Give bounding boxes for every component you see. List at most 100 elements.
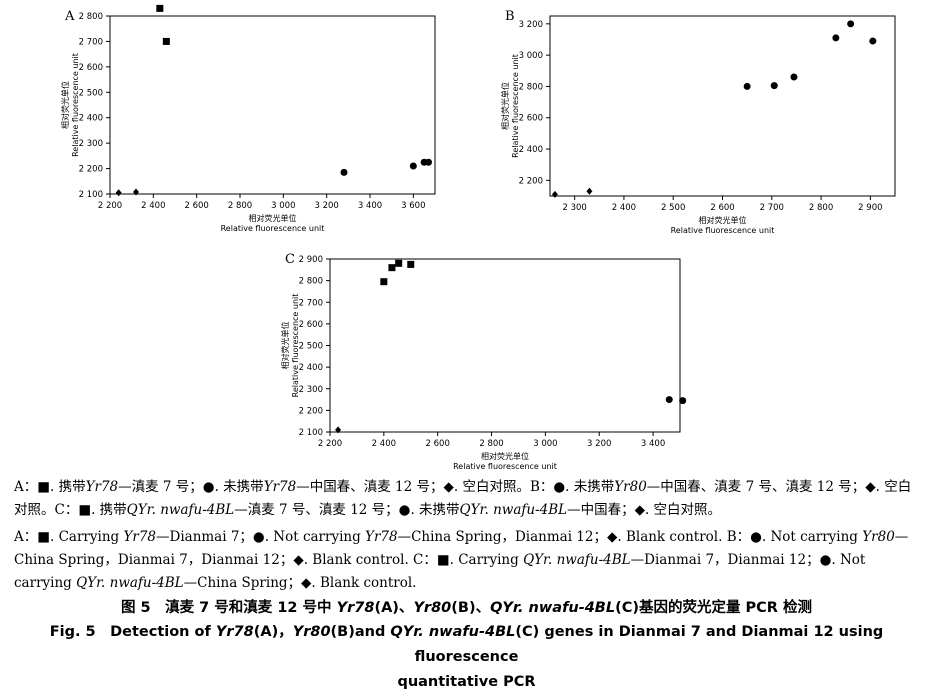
y-tick-label: 2 100 (79, 190, 103, 200)
gene-name: Yr78 (263, 479, 297, 495)
figure-caption: A：■. 携带Yr78—滇麦 7 号；●. 未携带Yr78—中国春、滇麦 12 … (0, 476, 933, 695)
x-tick-label: 2 400 (612, 203, 636, 213)
x-tick-label: 2 800 (228, 201, 252, 211)
title-text: (A)、 (374, 600, 414, 616)
title-text: quantitative PCR (397, 674, 536, 690)
gene-name: Yr78 (215, 624, 254, 640)
y-tick-label: 2 600 (299, 320, 323, 330)
y-tick-label: 3 000 (519, 51, 543, 61)
y-tick-label: 2 800 (519, 82, 543, 92)
data-point-circle (425, 158, 432, 166)
x-tick-label: 2 300 (562, 203, 586, 213)
scatter-chart-b: B 2 300 2 400 2 500 2 600 2 700 2 800 2 900 2 20… (500, 9, 896, 235)
data-point-circle (869, 37, 877, 45)
x-tick-label: 3 400 (358, 201, 382, 211)
data-point-square (380, 278, 388, 286)
caption-text: —中国春、滇麦 7 号、滇麦 12 号；◆. 空白对照。C：■. 携带 (14, 479, 912, 518)
panel-label: B (505, 9, 515, 24)
x-tick-label: 3 600 (401, 201, 425, 211)
data-point-diamond (335, 426, 342, 434)
y-tick-label: 2 300 (79, 139, 103, 149)
data-point-circle (832, 34, 840, 42)
caption-text: —Dianmai 7；●. Not carrying (156, 529, 366, 545)
y-tick-label: 2 600 (519, 114, 543, 124)
y-tick-label: 2 400 (299, 363, 323, 373)
gene-name: Yr78 (85, 479, 119, 495)
data-point-circle (743, 82, 751, 90)
title-text: (C) genes in Dianmai 7 and Dianmai 12 us… (414, 624, 884, 665)
y-axis-label-en: Relative fluorescence unit (291, 294, 300, 398)
caption-text: —滇麦 7 号、滇麦 12 号；●. 未携带 (234, 502, 460, 518)
data-point-circle (409, 162, 417, 170)
y-tick-label: 2 700 (79, 37, 103, 47)
data-point-diamond (551, 190, 558, 198)
gene-name: Yr80 (614, 479, 647, 495)
gene-name: QYr. nwafu-4BL (390, 624, 516, 640)
x-tick-label: 2 200 (98, 201, 122, 211)
title-text: (C)基因的荧光定量 PCR 检测 (615, 600, 813, 616)
y-axis-label-en: Relative fluorescence unit (511, 54, 520, 158)
x-axis-label-cn: 相对荧光单位 (699, 215, 747, 225)
figure-title-cn: 图 5 滇麦 7 号和滇麦 12 号中 Yr78(A)、Yr80(B)、QYr.… (0, 597, 933, 620)
data-point-circle (790, 73, 798, 81)
data-point-circle (665, 396, 673, 404)
y-tick-label: 2 800 (79, 12, 103, 22)
x-tick-label: 2 600 (710, 203, 734, 213)
y-tick-label: 2 500 (79, 88, 103, 98)
x-tick-label: 3 200 (314, 201, 338, 211)
data-point-square (156, 4, 164, 12)
gene-name: QYr. nwafu-4BL (459, 502, 568, 518)
x-tick-label: 3 200 (587, 439, 611, 449)
y-axis-label-en: Relative fluorescence unit (71, 53, 80, 157)
gene-name: Yr78 (365, 529, 398, 545)
x-tick-label: 2 400 (372, 439, 396, 449)
x-axis-label-cn: 相对荧光单位 (481, 451, 529, 461)
data-point-circle (340, 168, 348, 176)
title-text: (B)and (330, 624, 391, 640)
panel-label: C (285, 252, 295, 267)
caption-text: —China Spring；◆. Blank control. (183, 575, 417, 591)
gene-name: QYr. nwafu-4BL (126, 502, 235, 518)
figure-title-en: Fig. 5 Detection of Yr78(A)，Yr80(B)and Q… (0, 620, 933, 695)
x-axis-label-en: Relative fluorescence unit (453, 462, 557, 471)
gene-name: Yr80 (413, 600, 452, 616)
x-tick-label: 3 000 (271, 201, 295, 211)
data-point-square (162, 37, 170, 45)
x-tick-label: 2 600 (426, 439, 450, 449)
gene-name: Yr80 (862, 529, 895, 545)
x-axis-label-cn: 相对荧光单位 (249, 213, 297, 223)
x-tick-label: 3 000 (533, 439, 557, 449)
y-axis-label-cn: 相对荧光单位 (60, 81, 70, 129)
gene-name: QYr. nwafu-4BL (523, 552, 631, 568)
y-tick-label: 2 400 (79, 114, 103, 124)
data-point-square (388, 264, 396, 272)
y-axis-label-cn: 相对荧光单位 (500, 82, 510, 130)
plot-frame (549, 15, 896, 197)
caption-text: —China Spring，Dianmai 12；◆. Blank contro… (397, 529, 863, 545)
data-point-square (407, 260, 415, 268)
x-tick-label: 2 400 (141, 201, 165, 211)
data-point-square (395, 259, 403, 267)
y-tick-label: 2 600 (79, 63, 103, 73)
y-tick-label: 2 700 (299, 298, 323, 308)
x-tick-label: 2 800 (809, 203, 833, 213)
y-tick-label: 2 900 (299, 255, 323, 265)
gene-name: Yr80 (292, 624, 331, 640)
gene-name: QYr. nwafu-4BL (490, 600, 616, 616)
scatter-chart-c: C 2 200 2 400 2 600 2 800 3 000 3 200 3 400 2 10… (280, 252, 687, 471)
caption-text: —China Spring，Dianmai 7，Dianmai 12；◆. Bl… (14, 529, 909, 568)
data-point-circle (679, 397, 687, 405)
title-text: Fig. 5 Detection of (49, 624, 216, 640)
x-tick-label: 2 200 (318, 439, 342, 449)
x-tick-label: 2 800 (479, 439, 503, 449)
gene-name: Yr78 (123, 529, 156, 545)
caption-en: A：■. Carrying Yr78—Dianmai 7；●. Not carr… (0, 526, 933, 595)
x-tick-label: 2 900 (858, 203, 882, 213)
y-tick-label: 3 200 (519, 20, 543, 30)
y-tick-label: 2 800 (299, 277, 323, 287)
y-tick-label: 2 300 (299, 385, 323, 395)
x-tick-label: 2 600 (184, 201, 208, 211)
y-tick-label: 2 200 (79, 165, 103, 175)
caption-text: —中国春；◆. 空白对照。 (567, 502, 722, 518)
y-tick-label: 2 200 (299, 406, 323, 416)
